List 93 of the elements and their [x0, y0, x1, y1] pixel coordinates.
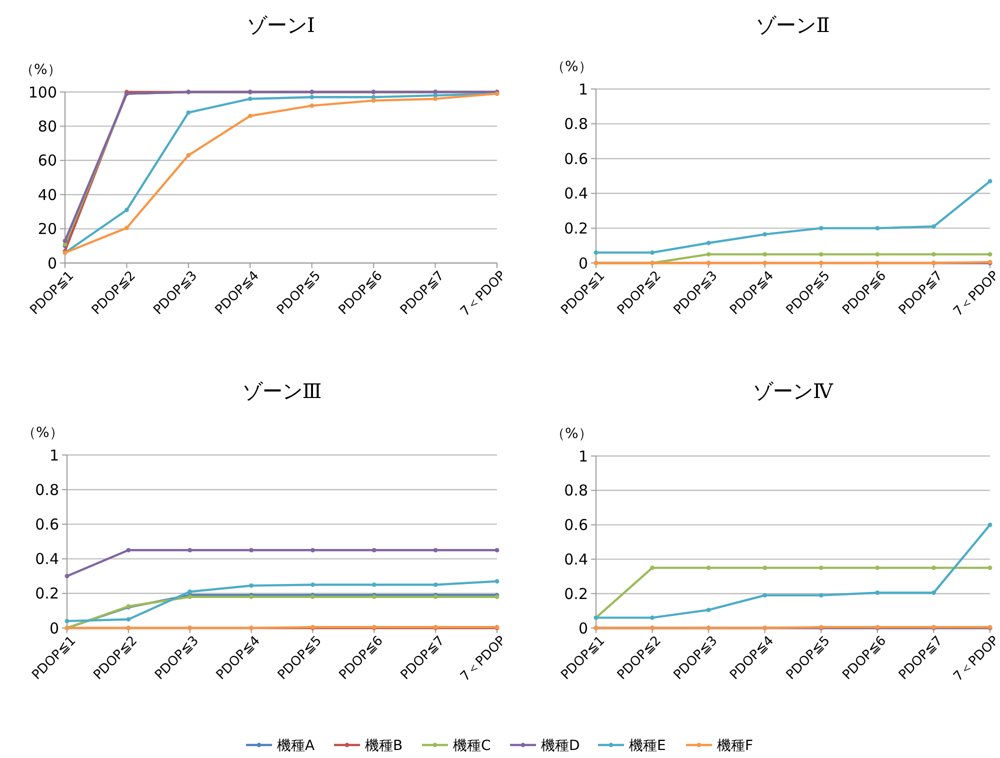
point	[932, 590, 936, 595]
chart-title: ゾーンⅠ	[247, 15, 315, 37]
y-tick-label: 20	[38, 220, 57, 238]
y-tick-label: 1	[578, 80, 588, 98]
point	[248, 96, 252, 102]
point	[188, 548, 192, 552]
point	[762, 232, 768, 236]
point	[433, 582, 438, 587]
y-tick-label: 0.4	[564, 184, 588, 203]
point	[310, 582, 315, 587]
point	[988, 522, 992, 527]
point	[932, 566, 936, 570]
point	[988, 252, 992, 256]
point	[124, 226, 129, 230]
y-tick-label: 0.8	[564, 115, 588, 134]
point	[932, 224, 936, 229]
legend-label: 機種C	[453, 738, 491, 754]
point	[494, 548, 500, 552]
y-tick-label: 1	[49, 446, 59, 464]
y-tick-label: 0.6	[35, 515, 59, 534]
chart-title: ゾーンⅣ	[753, 381, 834, 403]
y-tick-label: 40	[38, 186, 57, 204]
y-tick-label: 0	[47, 254, 57, 272]
point	[372, 582, 376, 587]
point	[706, 252, 711, 256]
point	[988, 566, 992, 570]
point	[762, 593, 768, 598]
point	[875, 252, 880, 256]
y-tick-label: 1	[578, 447, 588, 466]
y-tick-label: 0.2	[564, 219, 588, 238]
point	[186, 110, 191, 115]
point	[126, 617, 131, 622]
point	[650, 615, 654, 620]
y-tick-label: 0.4	[564, 550, 588, 568]
point	[818, 593, 824, 598]
point	[818, 252, 824, 256]
point	[310, 94, 314, 100]
y-tick-label: 0.2	[564, 584, 588, 603]
point	[62, 238, 68, 243]
point	[372, 548, 376, 552]
point	[818, 226, 824, 230]
point	[988, 179, 992, 184]
point	[494, 579, 500, 584]
y-tick-label: 0.6	[564, 516, 588, 534]
point	[433, 96, 438, 102]
y-tick-label: 80	[38, 117, 57, 136]
legend-label: 機種A	[277, 738, 315, 754]
y-tick-label: 0.2	[35, 584, 59, 603]
legend-label: 機種F	[717, 738, 754, 754]
point	[124, 208, 129, 212]
point	[650, 566, 654, 570]
chart-title: ゾーンⅢ	[242, 381, 322, 403]
point	[875, 590, 880, 595]
point	[762, 252, 768, 256]
y-axis-title: （%）	[551, 426, 592, 442]
y-axis-title: （%）	[22, 425, 64, 441]
y-tick-label: 60	[38, 152, 57, 170]
point	[706, 566, 711, 570]
point	[818, 566, 824, 570]
legend-label: 機種D	[541, 738, 580, 754]
point	[186, 153, 191, 158]
point	[310, 103, 314, 108]
y-tick-label: 0	[49, 619, 59, 638]
chart-title: ゾーンⅡ	[756, 15, 830, 37]
point	[64, 618, 70, 624]
point	[875, 566, 880, 570]
y-tick-label: 0.8	[35, 480, 59, 499]
point	[706, 240, 711, 246]
point	[249, 548, 254, 552]
point	[706, 608, 711, 612]
y-axis-title: （%）	[20, 62, 62, 78]
point	[875, 226, 880, 230]
point	[762, 566, 768, 570]
y-tick-label: 0.8	[564, 482, 588, 500]
point	[310, 548, 315, 552]
y-tick-label: 0	[578, 619, 588, 638]
point	[433, 548, 438, 552]
point	[371, 98, 376, 103]
point	[248, 114, 252, 118]
y-axis-title: （%）	[551, 59, 592, 75]
point	[249, 583, 254, 588]
legend-label: 機種E	[629, 738, 666, 754]
point	[650, 250, 654, 255]
y-tick-label: 0.6	[564, 150, 588, 168]
point	[64, 574, 70, 578]
y-tick-label: 0.4	[35, 550, 59, 568]
point	[126, 548, 131, 552]
y-tick-label: 0	[578, 254, 588, 272]
point	[188, 589, 192, 594]
point	[932, 252, 936, 256]
y-tick-label: 100	[28, 83, 57, 102]
legend-label: 機種B	[365, 738, 403, 754]
point	[594, 250, 598, 255]
